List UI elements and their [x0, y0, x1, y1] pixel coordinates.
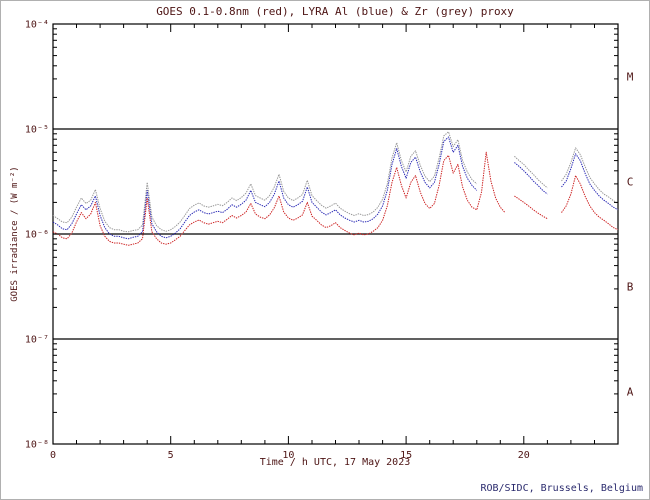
- x-axis-label: Time / h UTC, 17 May 2023: [260, 457, 411, 468]
- x-tick-label: 5: [168, 450, 174, 461]
- x-tick-label: 20: [518, 450, 530, 461]
- y-tick-label: 10⁻⁷: [25, 335, 49, 346]
- x-tick-label: 0: [50, 450, 56, 461]
- credit-footer: ROB/SIDC, Brussels, Belgium: [480, 483, 643, 494]
- flare-class-label-m: M: [627, 71, 634, 84]
- chart-title: GOES 0.1-0.8nm (red), LYRA Al (blue) & Z…: [156, 5, 514, 18]
- flare-class-label-c: C: [627, 176, 634, 189]
- series-lyra-zr-proxy: [52, 131, 619, 233]
- series-goes-0-1-0-8nm: [52, 151, 619, 246]
- x-tick-label: 15: [400, 450, 412, 461]
- flare-class-label-a: A: [627, 386, 634, 399]
- x-tick-label: 10: [282, 450, 294, 461]
- y-tick-label: 10⁻⁴: [25, 20, 49, 31]
- axis-tick-labels: 0 5 10 15 20 10⁻⁴ 10⁻⁵ 10⁻⁶ 10⁻⁷ 10⁻⁸ M C B A: [25, 20, 634, 462]
- flare-class-boundaries: [52, 23, 619, 445]
- series-lyra-al-proxy: [52, 136, 619, 240]
- y-tick-label: 10⁻⁶: [25, 230, 49, 241]
- flare-class-label-b: B: [627, 281, 634, 294]
- y-tick-label: 10⁻⁸: [25, 440, 49, 451]
- y-tick-label: 10⁻⁵: [25, 125, 49, 136]
- axis-ticks: [52, 23, 619, 445]
- y-axis-label: GOES irradiance / (W m⁻²): [10, 166, 20, 301]
- data-series-lines: [52, 131, 619, 246]
